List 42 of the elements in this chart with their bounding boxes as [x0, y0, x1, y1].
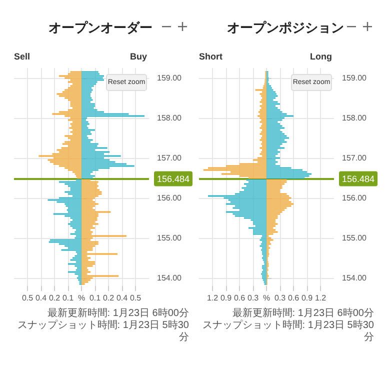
y-tick-label: 156.00 [157, 194, 182, 202]
x-tick-label: 0.9 [301, 294, 314, 302]
text: スナップショット時間: 1月23日 5時30分 [201, 320, 374, 344]
x-tick-label: 0.6 [288, 294, 300, 302]
x-tick-label: 0.5 [22, 294, 34, 302]
y-tick-label: 157.00 [157, 154, 182, 162]
x-tick-label: 0.1 [89, 294, 102, 302]
x-tick-label: 0.4 [35, 294, 48, 302]
chart-title: オープンオーダー [48, 20, 152, 35]
x-tick-label: % [262, 294, 270, 302]
y-tick-label: 155.00 [157, 234, 182, 242]
y-tick-label: 159.00 [157, 74, 182, 82]
x-tick-label: 0.1 [62, 294, 74, 302]
y-tick-label: 158.00 [157, 114, 182, 122]
text: 最新更新時間: 1月23日 6時00分 [231, 308, 374, 320]
x-tick-label: 0.2 [48, 294, 61, 302]
y-tick-label: 154.00 [342, 274, 368, 282]
text: Buy [130, 52, 148, 62]
x-tick-label: 0.2 [102, 294, 115, 302]
x-tick-label: 1.2 [206, 294, 219, 302]
y-tick-label: 159.00 [342, 74, 368, 82]
ref-line-label: 156.484 [157, 174, 190, 184]
y-tick-label: 157.00 [342, 154, 368, 162]
x-tick-label: % [78, 294, 86, 302]
x-tick-label: 0.9 [220, 294, 232, 302]
x-tick-label: 0.3 [247, 294, 260, 302]
y-tick-label: 156.00 [342, 194, 368, 202]
text: Long [310, 52, 332, 62]
x-tick-label: 1.2 [314, 294, 327, 302]
y-tick-label: 154.00 [157, 274, 182, 282]
y-tick-label: 155.00 [342, 234, 368, 242]
ref-line-label: 156.484 [342, 174, 375, 184]
x-tick-label: 0.4 [116, 294, 128, 302]
chart-title: オープンポジション [227, 20, 344, 35]
text: スナップショット時間: 1月23日 5時30分 [16, 320, 189, 344]
x-tick-label: 0.3 [274, 294, 286, 302]
x-tick-label: 0.5 [130, 294, 142, 302]
x-tick-label: 0.6 [234, 294, 246, 302]
text: 最新更新時間: 1月23日 6時00分 [46, 308, 189, 320]
text: Sell [14, 52, 30, 62]
y-tick-label: 158.00 [342, 114, 368, 122]
text: Short [199, 52, 222, 62]
